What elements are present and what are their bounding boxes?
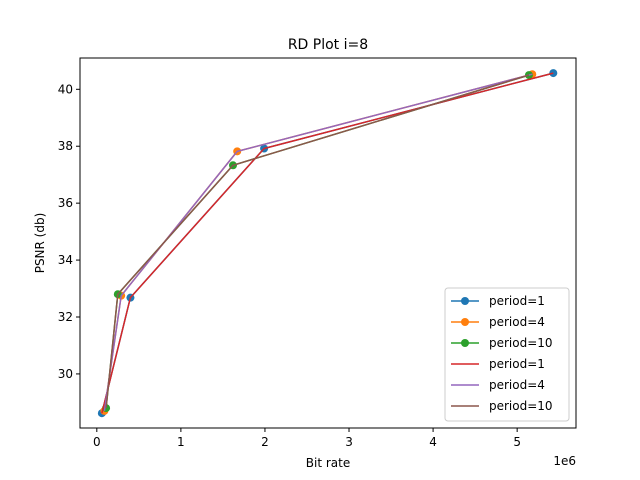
y-tick-label: 30 bbox=[58, 367, 73, 381]
x-tick-label: 4 bbox=[429, 435, 437, 449]
legend-label: period=4 bbox=[489, 315, 545, 329]
legend-marker bbox=[461, 318, 469, 326]
legend-entries: period=1 period=4 period=10 period=1 period=… bbox=[451, 294, 553, 413]
legend-entry: period=4 bbox=[451, 315, 545, 329]
series-4 bbox=[101, 72, 554, 414]
legend-entry: period=1 bbox=[451, 294, 545, 308]
legend-entry: period=4 bbox=[451, 378, 545, 392]
plot-frame bbox=[79, 57, 577, 429]
chart-title: RD Plot i=8 bbox=[288, 37, 368, 53]
series-layer bbox=[97, 69, 558, 418]
y-axis-title: PSNR (db) bbox=[33, 213, 47, 274]
y-tick-label: 34 bbox=[58, 253, 73, 267]
legend-label: period=1 bbox=[489, 294, 545, 308]
legend: period=1 period=4 period=10 period=1 period=… bbox=[444, 287, 570, 422]
series-6 bbox=[105, 74, 530, 409]
legend-label: period=1 bbox=[489, 357, 545, 371]
y-tick-label: 40 bbox=[58, 82, 73, 96]
x-tick-label: 2 bbox=[261, 435, 269, 449]
series-line bbox=[101, 72, 554, 414]
legend-label: period=4 bbox=[489, 378, 545, 392]
series-line bbox=[105, 74, 530, 409]
legend-label: period=10 bbox=[489, 399, 553, 413]
legend-entry: period=1 bbox=[451, 357, 545, 371]
data-point bbox=[549, 69, 558, 78]
x-axis-title: Bit rate bbox=[306, 456, 350, 470]
y-tick-label: 32 bbox=[58, 310, 73, 324]
y-tick-label: 38 bbox=[58, 139, 73, 153]
x-tick-label: 3 bbox=[345, 435, 353, 449]
series-5 bbox=[103, 73, 533, 412]
x-tick-label: 0 bbox=[93, 435, 101, 449]
y-tick-label: 36 bbox=[58, 196, 73, 210]
legend-marker bbox=[461, 297, 469, 305]
x-axis-offset-label: 1e6 bbox=[553, 454, 576, 468]
legend-marker bbox=[461, 339, 469, 347]
legend-entry: period=10 bbox=[451, 336, 553, 350]
legend-entry: period=10 bbox=[451, 399, 553, 413]
series-line bbox=[103, 73, 533, 412]
x-tick-label: 5 bbox=[513, 435, 521, 449]
x-tick-label: 1 bbox=[177, 435, 185, 449]
legend-label: period=10 bbox=[489, 336, 553, 350]
